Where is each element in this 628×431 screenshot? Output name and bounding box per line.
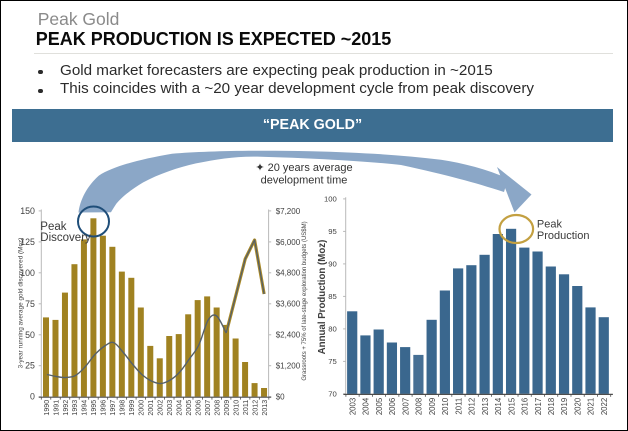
svg-text:2013: 2013 [481,398,490,415]
svg-text:Production: Production [537,230,590,242]
svg-text:2005: 2005 [375,397,384,415]
svg-text:2005: 2005 [185,400,193,416]
svg-text:2006: 2006 [195,400,203,416]
svg-text:2004: 2004 [362,397,371,415]
svg-text:$6,000: $6,000 [276,238,301,247]
svg-text:$4,800: $4,800 [276,269,301,278]
svg-text:2018: 2018 [547,398,556,415]
svg-text:$2,400: $2,400 [276,331,301,340]
svg-text:Annual Production (Moz): Annual Production (Moz) [317,240,328,355]
svg-text:2000: 2000 [138,400,146,416]
svg-text:1990: 1990 [43,400,51,416]
svg-text:2008: 2008 [415,398,424,415]
svg-text:125: 125 [20,237,35,247]
svg-text:2009: 2009 [428,398,437,415]
svg-text:1996: 1996 [100,400,108,416]
svg-text:2007: 2007 [401,398,410,415]
svg-text:80: 80 [328,325,337,334]
svg-text:1991: 1991 [52,400,60,416]
svg-text:150: 150 [20,206,35,216]
svg-text:$3,600: $3,600 [276,300,301,309]
svg-text:100: 100 [324,195,337,204]
svg-text:75: 75 [328,357,337,366]
svg-text:2008: 2008 [213,400,221,416]
svg-text:Grassroots + 75% of late-stage: Grassroots + 75% of late-stage explorati… [302,221,308,380]
svg-text:1993: 1993 [71,400,79,416]
svg-text:2012: 2012 [251,400,259,416]
svg-text:90: 90 [328,260,337,269]
svg-text:1998: 1998 [119,400,127,416]
svg-text:development time: development time [261,175,348,187]
svg-text:2021: 2021 [587,398,596,415]
svg-text:2014: 2014 [494,397,503,415]
svg-text:$7,200: $7,200 [276,207,301,216]
svg-text:2015: 2015 [507,397,516,415]
svg-text:1997: 1997 [109,400,117,416]
svg-text:0: 0 [30,392,35,402]
svg-text:70: 70 [328,390,337,399]
svg-text:2003: 2003 [166,400,174,416]
svg-text:2009: 2009 [223,400,231,416]
svg-text:Peak: Peak [40,221,66,233]
svg-text:2019: 2019 [560,398,569,415]
svg-text:85: 85 [328,292,337,301]
svg-text:$1,200: $1,200 [276,362,301,371]
svg-text:2020: 2020 [574,397,583,415]
svg-text:Peak: Peak [537,219,563,231]
svg-text:95: 95 [328,227,337,236]
svg-text:Discovery: Discovery [40,232,91,244]
svg-text:2010: 2010 [232,400,240,416]
svg-text:2010: 2010 [441,397,450,415]
svg-text:2004: 2004 [176,400,184,416]
svg-text:50: 50 [25,330,35,340]
svg-text:1994: 1994 [81,400,89,416]
svg-text:2016: 2016 [521,398,530,415]
svg-text:2022: 2022 [600,398,609,415]
svg-text:1995: 1995 [90,400,98,416]
svg-text:3-year running average gold di: 3-year running average gold discovered (… [18,238,25,369]
svg-text:2006: 2006 [388,398,397,415]
svg-text:2003: 2003 [348,398,357,415]
svg-text:25: 25 [25,361,35,371]
svg-text:100: 100 [20,268,35,278]
svg-text:1999: 1999 [128,400,136,416]
svg-text:2013: 2013 [261,400,269,416]
svg-text:✦ 20 years average: ✦ 20 years average [255,162,352,174]
svg-text:2011: 2011 [242,400,250,415]
svg-text:2002: 2002 [157,400,165,416]
svg-text:75: 75 [25,299,35,309]
svg-text:2007: 2007 [204,400,212,416]
svg-text:2012: 2012 [468,398,477,415]
svg-text:2001: 2001 [147,400,155,416]
svg-text:$0: $0 [276,393,285,402]
svg-text:2017: 2017 [534,398,543,415]
svg-text:2011: 2011 [454,398,463,415]
svg-text:1992: 1992 [62,400,70,416]
